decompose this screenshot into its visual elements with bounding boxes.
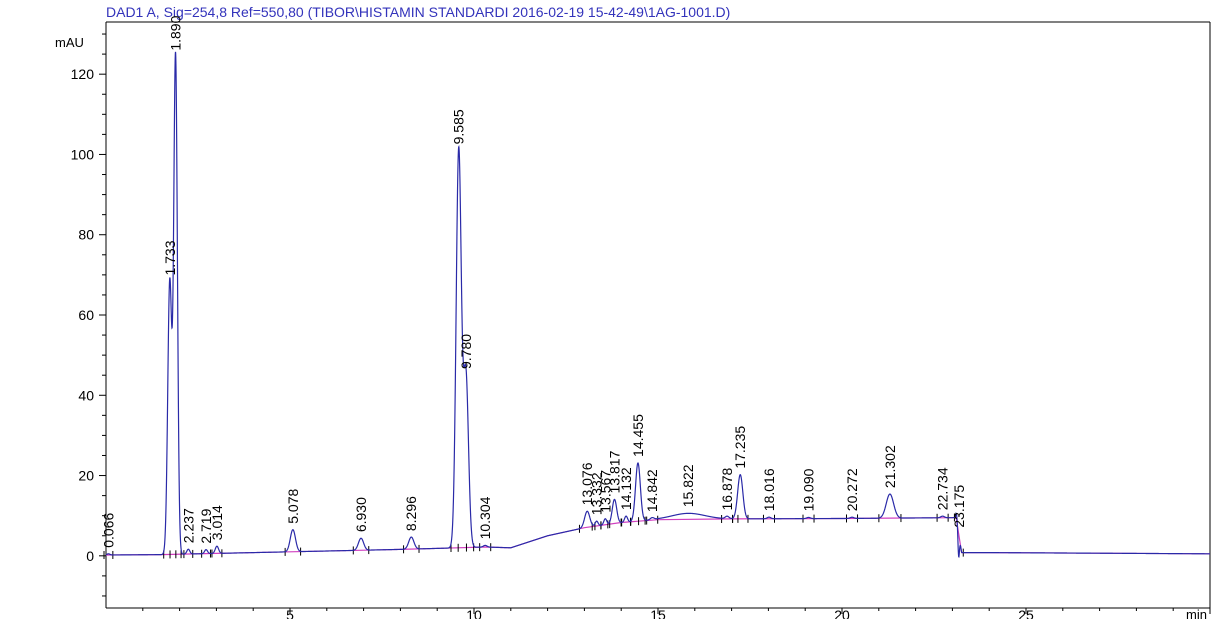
peak-label: 6.930 [353,497,369,532]
y-tick-label: 80 [78,227,94,243]
peak-label: 10.304 [477,496,493,539]
peak-label: 13.076 [579,462,595,505]
x-axis-label: min [1186,607,1207,619]
peak-label: 17.235 [732,426,748,469]
peak-label: 3.014 [209,505,225,540]
peak-label: 20.272 [844,468,860,511]
signal-series [105,51,1211,558]
peak-label: 19.090 [801,468,817,511]
peak-label: 9.780 [458,334,474,369]
y-tick-label: 100 [71,146,95,162]
peak-label: 8.296 [403,496,419,531]
peak-label: 9.585 [451,109,467,144]
y-tick-label: 0 [86,548,94,564]
peak-label: 0.066 [100,513,116,548]
peak-label: 13.332 [589,472,605,515]
chart-title: DAD1 A, Sig=254,8 Ref=550,80 (TIBOR\HIST… [106,4,730,20]
x-tick-label: 10 [466,607,482,619]
y-tick-label: 40 [78,387,94,403]
peak-label: 1.890 [168,15,184,50]
y-tick-label: 60 [78,307,94,323]
x-tick-label: 5 [286,607,294,619]
y-tick-label: 120 [71,66,95,82]
peak-label: 13.567 [597,470,613,513]
peak-label: 1.733 [162,240,178,275]
x-tick-label: 20 [834,607,850,619]
peak-label: 2.719 [198,508,214,543]
peak-label: 14.455 [630,414,646,457]
x-tick-label: 25 [1018,607,1034,619]
peak-label: 5.078 [285,488,301,523]
peak-label: 2.237 [180,508,196,543]
peak-label: 16.878 [719,467,735,510]
peak-label: 14.132 [618,467,634,510]
x-tick-label: 15 [650,607,666,619]
peak-label: 22.734 [935,467,951,510]
baseline-series [105,516,1211,556]
y-tick-label: 20 [78,468,94,484]
peak-label: 14.842 [644,469,660,512]
peak-label: 13.817 [606,450,622,493]
peak-label: 23.175 [951,485,967,528]
y-axis-label: mAU [55,35,84,50]
axes: 0 20 40 60 80 100 120 5 10 15 20 25 [71,21,1211,619]
peak-label: 18.016 [761,468,777,511]
peak-label: 21.302 [882,445,898,488]
signal-layer [105,51,1211,558]
peak-label: 15.822 [680,464,696,507]
